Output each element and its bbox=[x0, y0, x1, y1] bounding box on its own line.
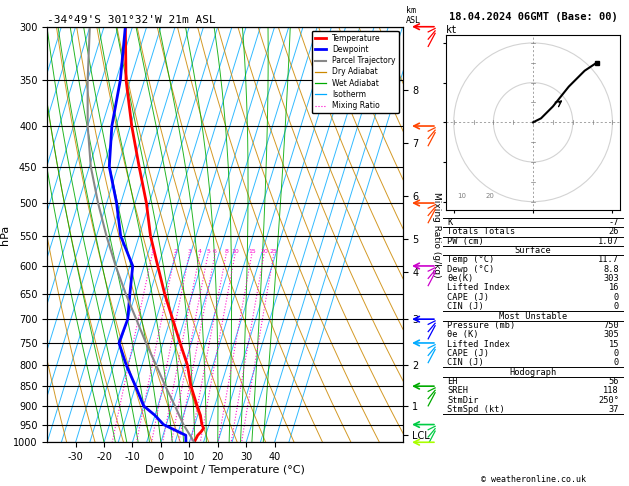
Text: Lifted Index: Lifted Index bbox=[447, 340, 510, 348]
Text: 303: 303 bbox=[603, 274, 619, 283]
Text: Totals Totals: Totals Totals bbox=[447, 227, 515, 236]
Text: 1: 1 bbox=[150, 249, 154, 254]
Text: 0: 0 bbox=[614, 358, 619, 367]
Text: Dewp (°C): Dewp (°C) bbox=[447, 265, 494, 274]
Text: StmSpd (kt): StmSpd (kt) bbox=[447, 405, 505, 414]
Text: 16: 16 bbox=[609, 283, 619, 293]
Text: kt: kt bbox=[446, 25, 457, 35]
Text: 8.8: 8.8 bbox=[603, 265, 619, 274]
Text: Temp (°C): Temp (°C) bbox=[447, 256, 494, 264]
Text: CAPE (J): CAPE (J) bbox=[447, 349, 489, 358]
Text: 37: 37 bbox=[609, 405, 619, 414]
Text: 56: 56 bbox=[609, 377, 619, 386]
Text: 3: 3 bbox=[187, 249, 191, 254]
Text: Lifted Index: Lifted Index bbox=[447, 283, 510, 293]
Text: © weatheronline.co.uk: © weatheronline.co.uk bbox=[481, 474, 586, 484]
Text: 10: 10 bbox=[458, 192, 467, 199]
Text: CIN (J): CIN (J) bbox=[447, 302, 484, 311]
Text: 6: 6 bbox=[213, 249, 217, 254]
Text: 20: 20 bbox=[260, 249, 268, 254]
Y-axis label: Mixing Ratio (g/kg): Mixing Ratio (g/kg) bbox=[432, 191, 441, 278]
Text: 10: 10 bbox=[231, 249, 239, 254]
Text: 26: 26 bbox=[609, 227, 619, 236]
Text: Most Unstable: Most Unstable bbox=[499, 312, 567, 321]
Legend: Temperature, Dewpoint, Parcel Trajectory, Dry Adiabat, Wet Adiabat, Isotherm, Mi: Temperature, Dewpoint, Parcel Trajectory… bbox=[311, 31, 399, 113]
Text: 5: 5 bbox=[206, 249, 210, 254]
Text: θe (K): θe (K) bbox=[447, 330, 479, 339]
Text: θe(K): θe(K) bbox=[447, 274, 473, 283]
Text: 0: 0 bbox=[614, 349, 619, 358]
Text: EH: EH bbox=[447, 377, 457, 386]
Text: 1.07: 1.07 bbox=[598, 237, 619, 246]
Text: -34°49'S 301°32'W 21m ASL: -34°49'S 301°32'W 21m ASL bbox=[47, 15, 216, 25]
Text: StmDir: StmDir bbox=[447, 396, 479, 405]
Text: 305: 305 bbox=[603, 330, 619, 339]
Text: 15: 15 bbox=[609, 340, 619, 348]
Text: SREH: SREH bbox=[447, 386, 468, 395]
Text: PW (cm): PW (cm) bbox=[447, 237, 484, 246]
Text: 18.04.2024 06GMT (Base: 00): 18.04.2024 06GMT (Base: 00) bbox=[448, 12, 618, 22]
Text: 25: 25 bbox=[270, 249, 277, 254]
Y-axis label: hPa: hPa bbox=[0, 225, 10, 244]
Text: 0: 0 bbox=[614, 293, 619, 302]
Text: 8: 8 bbox=[224, 249, 228, 254]
Text: 15: 15 bbox=[248, 249, 255, 254]
Text: km
ASL: km ASL bbox=[406, 6, 421, 25]
Text: Hodograph: Hodograph bbox=[509, 367, 557, 377]
Text: K: K bbox=[447, 218, 452, 227]
Text: Pressure (mb): Pressure (mb) bbox=[447, 321, 515, 330]
Text: 2: 2 bbox=[173, 249, 177, 254]
Text: 11.7: 11.7 bbox=[598, 256, 619, 264]
Text: 250°: 250° bbox=[598, 396, 619, 405]
Text: 4: 4 bbox=[198, 249, 202, 254]
Text: 0: 0 bbox=[614, 302, 619, 311]
Text: CAPE (J): CAPE (J) bbox=[447, 293, 489, 302]
Text: Surface: Surface bbox=[515, 246, 552, 255]
Text: 118: 118 bbox=[603, 386, 619, 395]
Text: 20: 20 bbox=[486, 192, 494, 199]
X-axis label: Dewpoint / Temperature (°C): Dewpoint / Temperature (°C) bbox=[145, 465, 305, 475]
Text: 750: 750 bbox=[603, 321, 619, 330]
Text: CIN (J): CIN (J) bbox=[447, 358, 484, 367]
Text: -7: -7 bbox=[609, 218, 619, 227]
